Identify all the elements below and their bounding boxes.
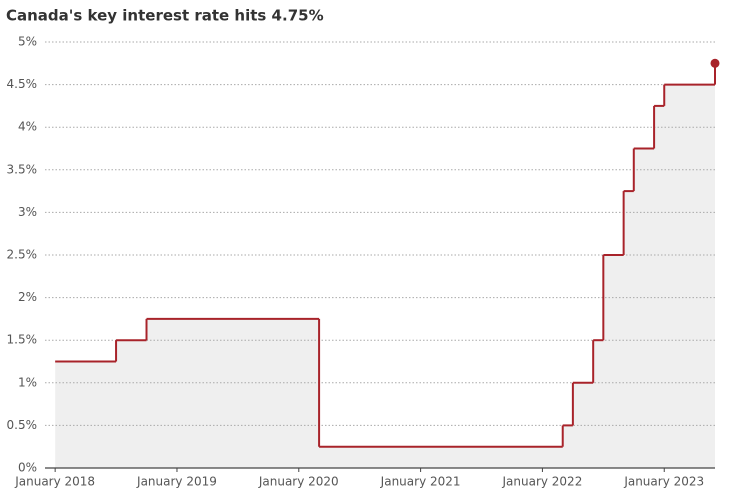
area-fill xyxy=(55,84,716,468)
x-tick-label: January 2018 xyxy=(14,475,95,489)
y-tick-label: 4.5% xyxy=(7,77,38,91)
y-tick-label: 2% xyxy=(18,290,37,304)
chart-title: Canada's key interest rate hits 4.75% xyxy=(6,7,324,25)
x-tick-label: January 2020 xyxy=(258,475,339,489)
y-tick-label: 4% xyxy=(18,120,37,134)
y-tick-label: 1% xyxy=(18,375,37,389)
y-tick-label: 0.5% xyxy=(7,418,38,432)
y-tick-label: 2.5% xyxy=(7,248,38,262)
x-tick-label: January 2023 xyxy=(623,475,704,489)
x-tick-label: January 2022 xyxy=(501,475,582,489)
y-tick-label: 1.5% xyxy=(7,333,38,347)
x-tick-label: January 2019 xyxy=(136,475,217,489)
end-point xyxy=(710,58,720,68)
y-tick-label: 3.5% xyxy=(7,162,38,176)
y-tick-label: 3% xyxy=(18,205,37,219)
x-tick-label: January 2021 xyxy=(380,475,461,489)
y-tick-label: 5% xyxy=(18,35,37,49)
y-tick-label: 0% xyxy=(18,461,37,475)
